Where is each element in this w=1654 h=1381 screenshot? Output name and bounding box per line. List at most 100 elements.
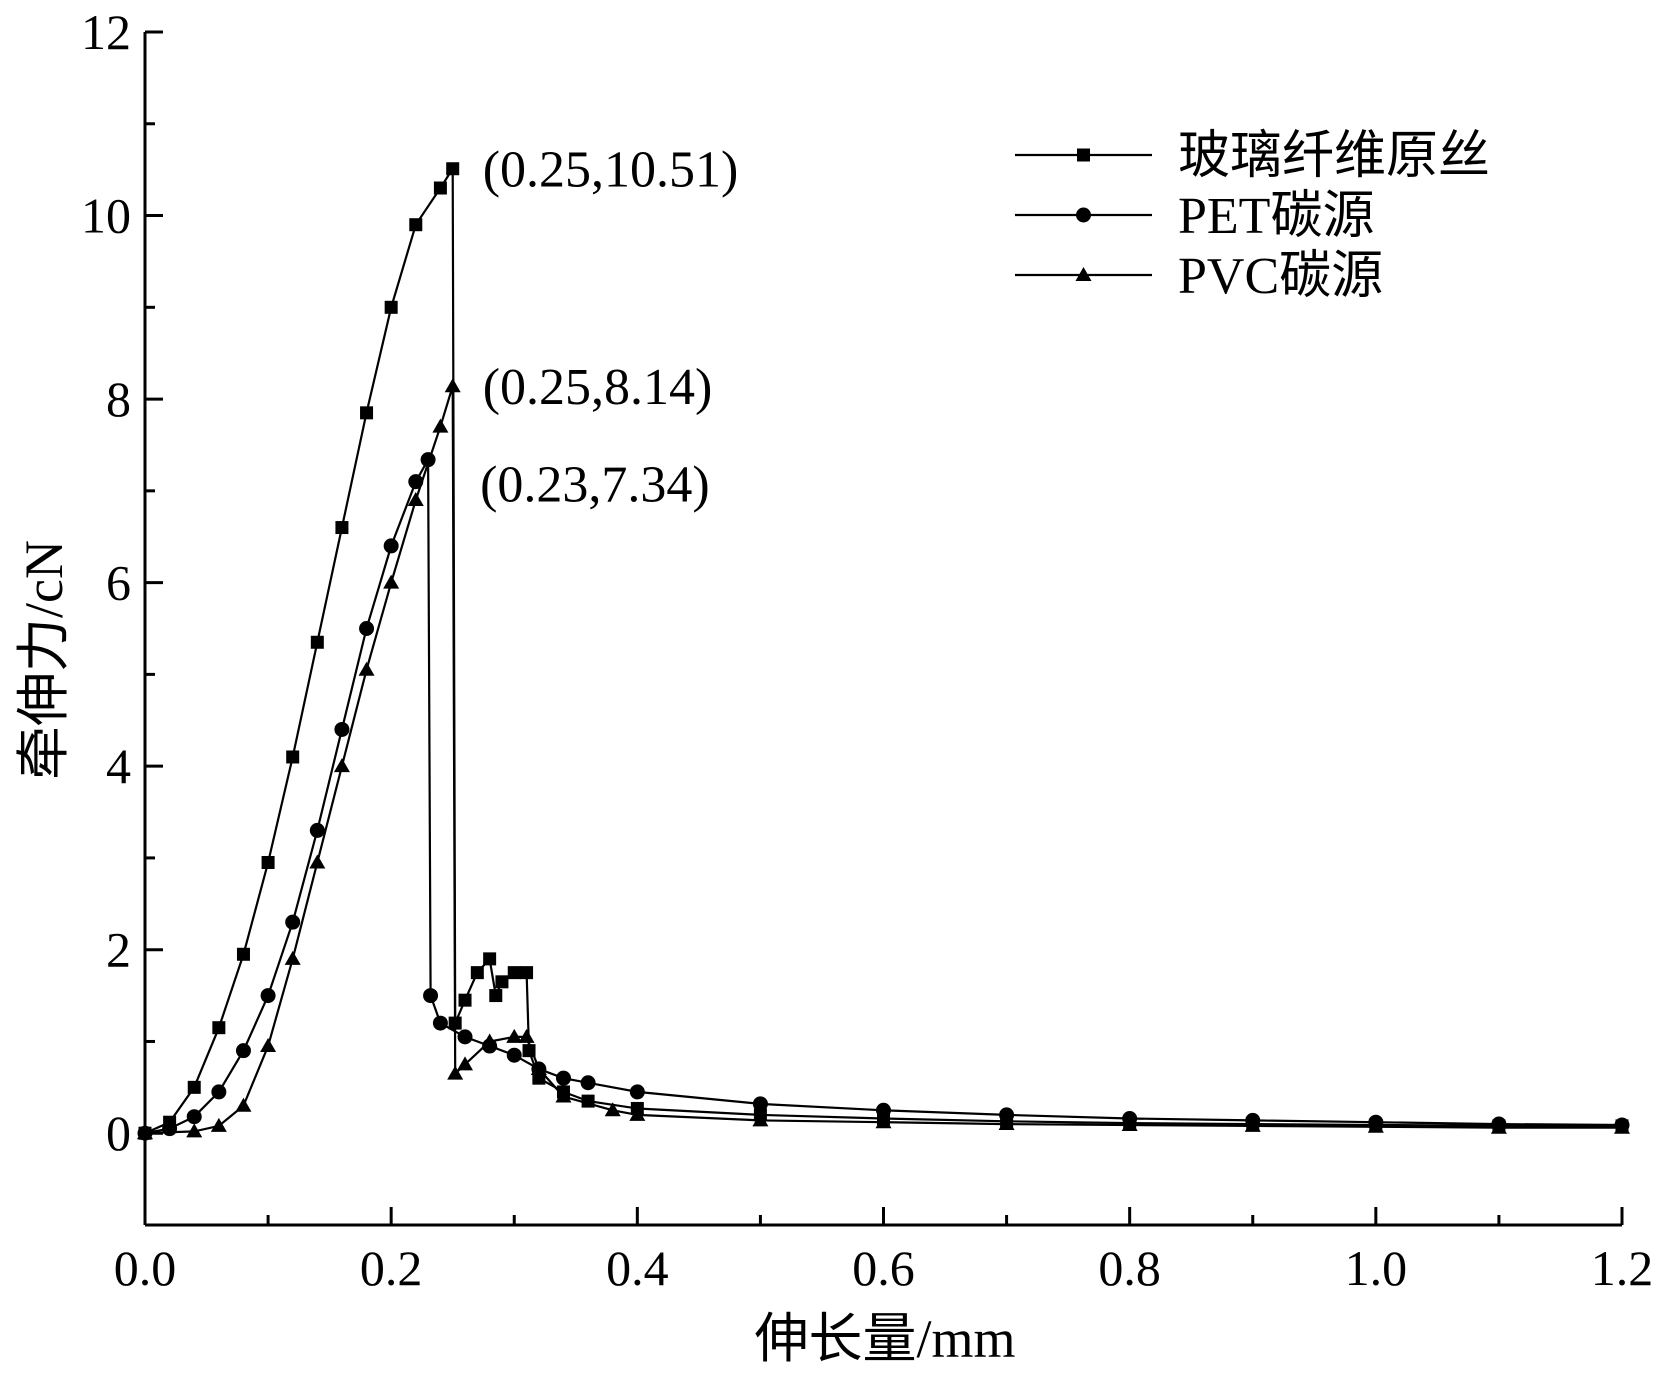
data-point bbox=[483, 952, 497, 966]
data-point bbox=[236, 947, 250, 961]
data-point bbox=[457, 1056, 474, 1071]
data-point bbox=[186, 1109, 202, 1125]
x-tick-label: 1.2 bbox=[1591, 1240, 1654, 1296]
data-point bbox=[384, 300, 398, 314]
data-point bbox=[999, 1107, 1015, 1123]
data-point bbox=[506, 1047, 522, 1063]
data-point bbox=[235, 1097, 252, 1112]
annotation-layer: (0.25,10.51) (0.25,8.14) (0.23,7.34) bbox=[480, 142, 738, 514]
data-point bbox=[432, 418, 449, 433]
data-point bbox=[518, 1028, 535, 1043]
data-point bbox=[407, 492, 424, 507]
data-point bbox=[875, 1114, 892, 1129]
data-point bbox=[359, 621, 375, 636]
data-point bbox=[1121, 1116, 1138, 1131]
data-point bbox=[447, 1065, 464, 1080]
legend-item: PVC碳源 bbox=[1015, 248, 1383, 305]
annotation-label: (0.25,10.51) bbox=[483, 142, 739, 199]
data-point bbox=[360, 406, 374, 420]
data-point bbox=[433, 181, 447, 195]
y-tick-label: 4 bbox=[106, 738, 131, 794]
x-tick-label: 0.0 bbox=[114, 1240, 177, 1296]
data-point bbox=[334, 721, 350, 737]
legend-marker bbox=[1077, 148, 1090, 162]
data-point bbox=[310, 635, 324, 649]
data-point bbox=[162, 1121, 178, 1137]
data-point bbox=[555, 1088, 572, 1103]
y-tick-label: 10 bbox=[81, 188, 131, 244]
data-point bbox=[458, 993, 472, 1007]
data-point bbox=[481, 1033, 498, 1048]
data-point bbox=[520, 966, 534, 980]
series-group bbox=[137, 378, 1630, 1140]
x-tick-label: 0.2 bbox=[360, 1240, 423, 1296]
x-tick-label: 0.8 bbox=[1098, 1240, 1161, 1296]
y-tick-label: 8 bbox=[106, 371, 131, 427]
data-point bbox=[284, 950, 301, 965]
axis-ticks: 0.0 0.2 0.4 0.6 0.8 1.0 1.2 0 2 4 6 8 10 12 bbox=[81, 4, 1653, 1296]
y-tick-label: 2 bbox=[106, 922, 131, 978]
data-point bbox=[383, 538, 399, 554]
data-point bbox=[1614, 1119, 1630, 1134]
y-tick-label: 12 bbox=[81, 4, 131, 60]
data-point bbox=[530, 1060, 547, 1075]
x-axis-title: 伸长量/mm bbox=[754, 1309, 1015, 1369]
data-point bbox=[752, 1112, 769, 1127]
x-tick-label: 0.4 bbox=[606, 1240, 669, 1296]
x-tick-label: 0.6 bbox=[852, 1240, 915, 1296]
data-point bbox=[187, 1080, 201, 1094]
y-axis-title: 牵伸力/cN bbox=[14, 540, 74, 780]
x-tick-label: 1.0 bbox=[1345, 1240, 1408, 1296]
data-point bbox=[309, 822, 325, 838]
data-point bbox=[423, 988, 439, 1004]
data-point bbox=[261, 856, 275, 870]
data-point bbox=[210, 1117, 227, 1132]
data-point bbox=[286, 750, 300, 764]
data-point bbox=[876, 1102, 891, 1118]
data-point bbox=[235, 1043, 251, 1059]
series-line bbox=[144, 385, 1622, 1135]
annotation-label: (0.23,7.34) bbox=[480, 457, 710, 514]
data-point bbox=[333, 758, 350, 773]
data-point bbox=[507, 966, 521, 980]
data-point bbox=[1244, 1117, 1261, 1132]
data-point bbox=[137, 1125, 153, 1140]
data-point bbox=[629, 1106, 646, 1121]
data-point bbox=[1367, 1118, 1384, 1133]
data-point bbox=[604, 1102, 621, 1117]
data-point bbox=[383, 574, 400, 589]
data-point bbox=[446, 162, 460, 176]
data-point bbox=[260, 1038, 277, 1053]
data-point bbox=[555, 1070, 571, 1086]
legend-label: PVC碳源 bbox=[1178, 248, 1383, 305]
legend-marker bbox=[1076, 207, 1091, 223]
data-point bbox=[470, 966, 484, 980]
data-point bbox=[186, 1123, 203, 1138]
y-tick-label: 6 bbox=[106, 555, 131, 611]
data-point bbox=[260, 988, 276, 1004]
data-point bbox=[420, 452, 436, 468]
annotation-label: (0.25,8.14) bbox=[483, 359, 713, 416]
data-point bbox=[629, 1084, 645, 1100]
legend-item: 玻璃纤维原丝 bbox=[1015, 128, 1490, 185]
data-point bbox=[212, 1021, 226, 1035]
data-point bbox=[335, 521, 349, 535]
data-point bbox=[409, 218, 423, 232]
data-point bbox=[998, 1116, 1015, 1131]
data-point bbox=[506, 1028, 523, 1043]
legend-label: PET碳源 bbox=[1178, 188, 1374, 245]
data-point bbox=[489, 989, 503, 1003]
data-point bbox=[432, 1015, 448, 1031]
data-point bbox=[309, 854, 326, 869]
data-point bbox=[580, 1075, 596, 1091]
series-layer bbox=[137, 162, 1630, 1141]
data-point bbox=[495, 975, 509, 989]
legend-marker bbox=[1075, 267, 1092, 281]
data-point bbox=[457, 1029, 473, 1045]
data-point bbox=[752, 1096, 768, 1112]
data-point bbox=[1490, 1119, 1507, 1134]
y-tick-label: 0 bbox=[106, 1105, 131, 1161]
